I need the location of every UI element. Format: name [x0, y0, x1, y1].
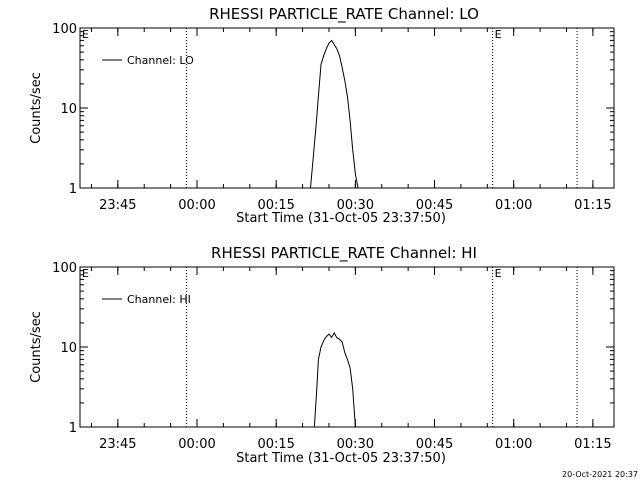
y-axis-label: Counts/sec [29, 311, 44, 383]
y-axis-label: Counts/sec [29, 72, 44, 144]
marker-label: E [495, 267, 502, 280]
x-tick-label: 23:45 [99, 437, 136, 452]
plot-corner-label: E [82, 267, 89, 280]
chart-title: RHESSI PARTICLE_RATE Channel: LO [209, 5, 479, 24]
chart-title: RHESSI PARTICLE_RATE Channel: HI [211, 244, 477, 263]
y-tick-label: 100 [52, 261, 77, 276]
plot-frame [79, 266, 615, 428]
x-tick-label: 00:45 [416, 437, 453, 452]
x-axis-label: Start Time (31-Oct-05 23:37:50) [236, 451, 446, 466]
x-tick-label: 00:30 [337, 437, 374, 452]
x-tick-label: 00:15 [257, 198, 294, 213]
x-tick-label: 23:45 [99, 198, 136, 213]
x-axis-label: Start Time (31-Oct-05 23:37:50) [236, 211, 446, 226]
y-tick-label: 10 [60, 341, 77, 356]
marker-label: E [495, 28, 502, 41]
x-tick-label: 01:00 [495, 198, 532, 213]
x-tick-label: 00:30 [337, 198, 374, 213]
x-tick-label: 01:00 [495, 437, 532, 452]
x-tick-label: 01:15 [574, 437, 611, 452]
x-tick-label: 00:45 [416, 198, 453, 213]
series-line [313, 331, 356, 428]
series-line [310, 39, 359, 189]
y-tick-label: 10 [60, 102, 77, 117]
generation-timestamp: 20-Oct-2021 20:37 [562, 470, 638, 479]
legend-label: Channel: HI [127, 293, 191, 306]
x-tick-label: 00:15 [257, 437, 294, 452]
y-tick-label: 1 [69, 421, 77, 436]
y-tick-label: 1 [69, 182, 77, 197]
plot-corner-label: E [82, 28, 89, 41]
legend-label: Channel: LO [127, 54, 194, 67]
x-tick-label: 01:15 [574, 198, 611, 213]
plot-frame [79, 27, 615, 189]
y-tick-label: 100 [52, 22, 77, 37]
x-tick-label: 00:00 [178, 198, 215, 213]
x-tick-label: 00:00 [178, 437, 215, 452]
